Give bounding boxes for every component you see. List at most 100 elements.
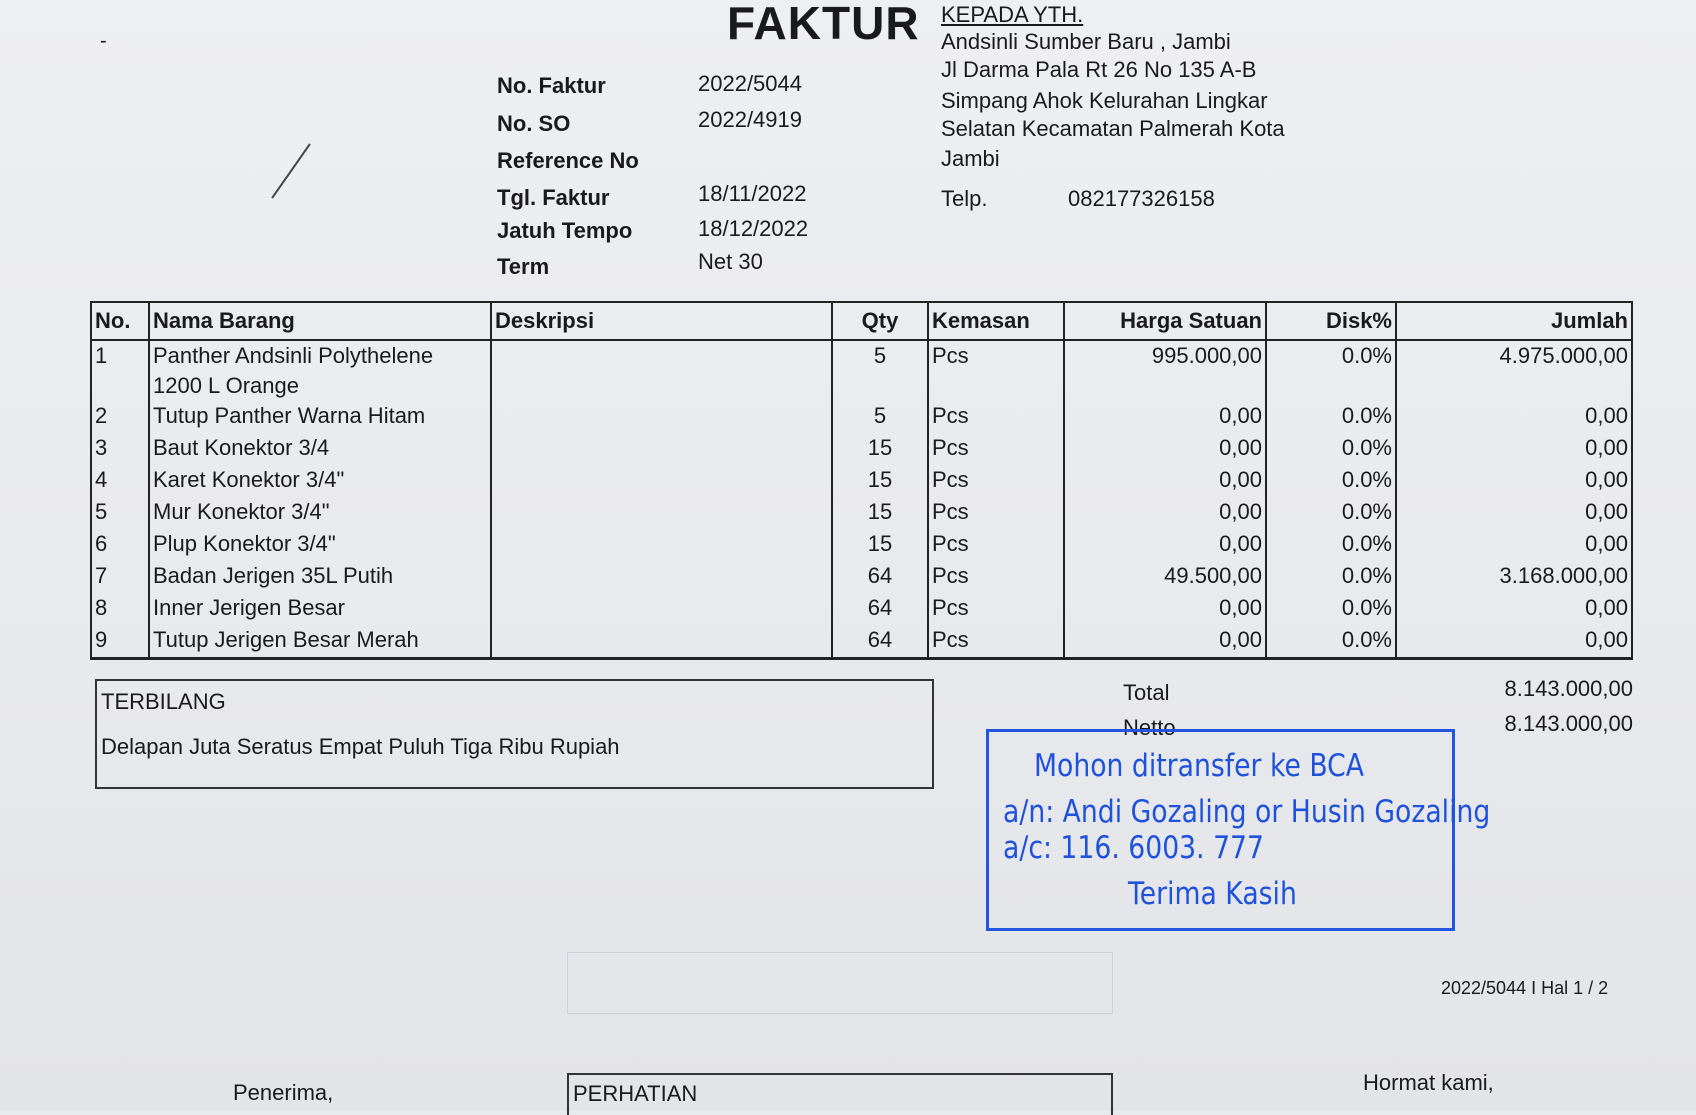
cell-description: [490, 593, 833, 625]
page-reference: 2022/5044 I Hal 1 / 2: [1441, 978, 1609, 998]
table-row: 3 Baut Konektor 3/4 15 Pcs 0,00 0.0% 0,00: [90, 433, 1633, 465]
table-row: 4 Karet Konektor 3/4" 15 Pcs 0,00 0.0% 0,00: [90, 465, 1633, 497]
cell-amount-text: 0,00: [1585, 435, 1628, 460]
cell-name: Inner Jerigen Besar: [148, 593, 492, 625]
bank-transfer-stamp: Mohon ditransfer ke BCA a/n: Andi Gozali…: [986, 729, 1490, 931]
cell-unit-text: Pcs: [932, 563, 969, 588]
cell-no-text: 6: [95, 531, 108, 556]
terbilang-text: Delapan Juta Seratus Empat Puluh Tiga Ri…: [101, 734, 620, 759]
cell-discount: 0.0%: [1265, 433, 1397, 465]
cell-qty: 15: [831, 529, 929, 561]
cell-unit: Pcs: [927, 401, 1065, 433]
term-value: Net 30: [698, 249, 763, 274]
cell-name: Baut Konektor 3/4: [148, 433, 492, 465]
cell-no-text: 2: [95, 403, 108, 428]
table-row: 6 Plup Konektor 3/4" 15 Pcs 0,00 0.0% 0,00: [90, 529, 1633, 561]
recipient-line: Jl Darma Pala Rt 26 No 135 A-B: [941, 57, 1257, 82]
cell-no: 4: [90, 465, 150, 497]
col-unit: Kemasan: [927, 301, 1065, 341]
cell-amount: 0,00: [1395, 529, 1633, 561]
cell-discount: 0.0%: [1265, 401, 1397, 433]
cell-unit-text: Pcs: [932, 499, 969, 524]
cell-amount-text: 0,00: [1585, 499, 1628, 524]
cell-unit-price: 49.500,00: [1063, 561, 1267, 593]
stamp-line: Mohon ditransfer ke BCA: [1034, 748, 1365, 784]
cell-no: 6: [90, 529, 150, 561]
cell-unit-price-text: 0,00: [1219, 627, 1262, 652]
cell-amount: 4.975.000,00: [1395, 340, 1633, 401]
invoice-date-value: 18/11/2022: [698, 181, 807, 206]
cell-qty: 5: [831, 401, 929, 433]
attention-box: PERHATIAN: [567, 1073, 1113, 1115]
cell-unit-text: Pcs: [932, 627, 969, 652]
cell-qty-text: 5: [873, 403, 887, 428]
cell-discount-text: 0.0%: [1341, 435, 1392, 460]
faint-box: [567, 952, 1113, 1014]
cell-amount: 0,00: [1395, 593, 1633, 625]
cell-name-text: Plup Konektor 3/4": [153, 531, 336, 556]
cell-discount-text: 0.0%: [1341, 467, 1392, 492]
col-discount: Disk%: [1265, 301, 1397, 341]
cell-amount-text: 3.168.000,00: [1499, 563, 1628, 588]
cell-unit-price: 0,00: [1063, 433, 1267, 465]
cell-no: 1: [90, 340, 150, 401]
col-name: Nama Barang: [148, 301, 492, 341]
cell-description: [490, 401, 833, 433]
cell-unit-text: Pcs: [932, 403, 969, 428]
cell-unit-text: Pcs: [932, 595, 969, 620]
cell-name-text: Panther Andsinli Polythelene: [153, 343, 434, 368]
cell-no-text: 4: [95, 467, 108, 492]
cell-name: Badan Jerigen 35L Putih: [148, 561, 492, 593]
cell-unit-text: Pcs: [932, 467, 969, 492]
cell-qty: 5: [831, 340, 929, 401]
cell-unit: Pcs: [927, 465, 1065, 497]
recipient-line: Andsinli Sumber Baru , Jambi: [941, 29, 1231, 54]
cell-discount-text: 0.0%: [1341, 499, 1392, 524]
cell-name-text: 1200 L Orange: [153, 373, 299, 398]
cell-name: Panther Andsinli Polythelene 1200 L Orang…: [148, 340, 492, 401]
cell-name-text: Tutup Panther Warna Hitam: [153, 403, 426, 428]
col-amount: Jumlah: [1395, 301, 1633, 341]
invoice-no-value: 2022/5044: [698, 71, 802, 96]
table-row: 7 Badan Jerigen 35L Putih 64 Pcs 49.500,00 0.…: [90, 561, 1633, 593]
phone-label: Telp.: [941, 186, 988, 211]
cell-unit-price-text: 995.000,00: [1151, 343, 1262, 368]
cell-discount: 0.0%: [1265, 340, 1397, 401]
cell-name: Tutup Panther Warna Hitam: [148, 401, 492, 433]
cell-qty: 15: [831, 433, 929, 465]
terbilang-label: TERBILANG: [101, 689, 226, 714]
cell-amount-text: 0,00: [1585, 627, 1628, 652]
cell-qty: 64: [831, 625, 929, 660]
col-no: No.: [90, 301, 150, 341]
cell-unit-price-text: 0,00: [1219, 435, 1262, 460]
cell-amount: 0,00: [1395, 465, 1633, 497]
cell-discount: 0.0%: [1265, 497, 1397, 529]
cell-unit-text: Pcs: [932, 343, 969, 368]
cell-no-text: 1: [95, 343, 108, 368]
cell-no: 8: [90, 593, 150, 625]
cell-name: Plup Konektor 3/4": [148, 529, 492, 561]
cell-no-text: 9: [95, 627, 108, 652]
cell-no: 2: [90, 401, 150, 433]
stamp-line: Terima Kasih: [1128, 876, 1297, 912]
cell-unit: Pcs: [927, 625, 1065, 660]
cell-unit-price-text: 0,00: [1219, 403, 1262, 428]
cell-no-text: 8: [95, 595, 108, 620]
cell-name: Karet Konektor 3/4": [148, 465, 492, 497]
invoice-date-label: Tgl. Faktur: [497, 185, 610, 210]
cell-unit-price: 0,00: [1063, 593, 1267, 625]
cell-amount: 0,00: [1395, 497, 1633, 529]
cell-qty: 15: [831, 465, 929, 497]
items-table: No. Nama Barang Deskripsi Qty Kemasan Ha…: [90, 301, 1633, 660]
cell-unit-price-text: 0,00: [1219, 531, 1262, 556]
cell-unit-text: Pcs: [932, 435, 969, 460]
cell-unit: Pcs: [927, 593, 1065, 625]
cell-no: 3: [90, 433, 150, 465]
cell-unit-price-text: 0,00: [1219, 467, 1262, 492]
cell-qty: 15: [831, 497, 929, 529]
cell-name: Tutup Jerigen Besar Merah: [148, 625, 492, 660]
cell-unit-price: 995.000,00: [1063, 340, 1267, 401]
recipient-line: Jambi: [941, 146, 1000, 171]
cell-name-text: Inner Jerigen Besar: [153, 595, 345, 620]
